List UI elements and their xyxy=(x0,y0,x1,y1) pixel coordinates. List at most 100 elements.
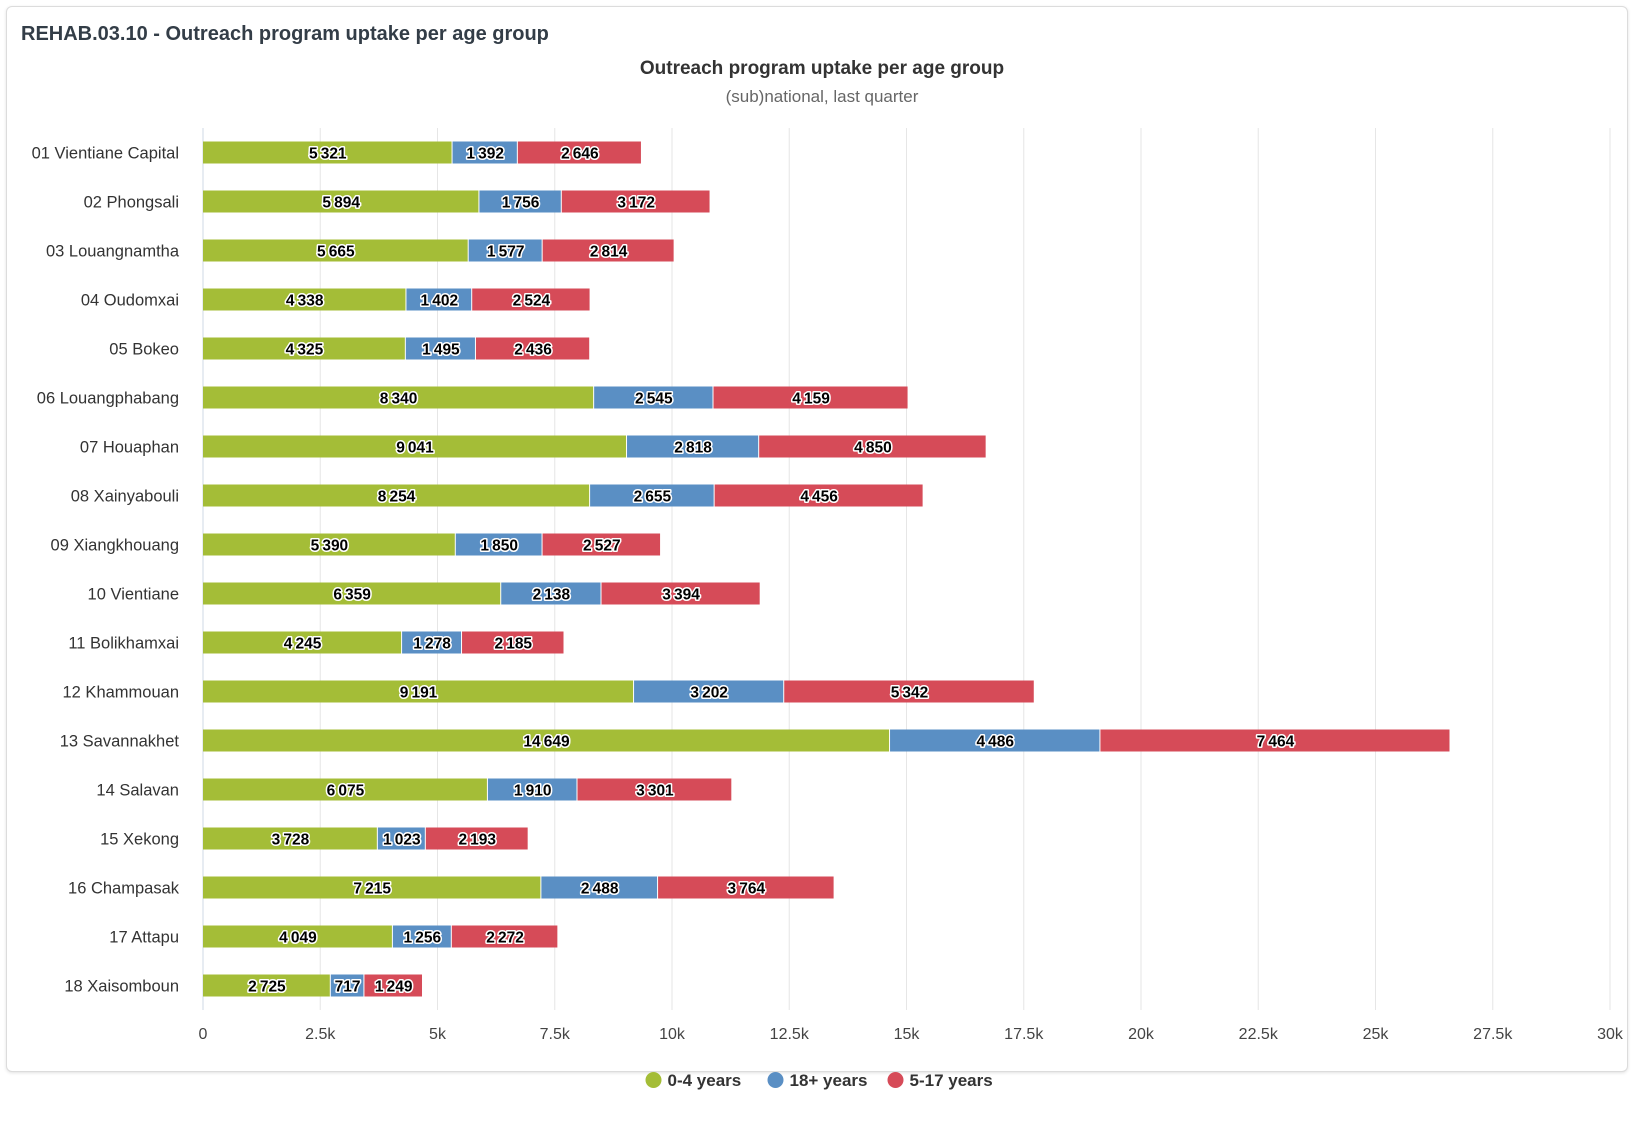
data-label: 3 301 xyxy=(636,783,674,800)
data-labels: 5 321 1 392 2 646 5 894 1 756 3 172 5 665 1 577… xyxy=(247,144,1297,997)
category-label: 17 Attapu xyxy=(109,929,179,947)
bar-segment xyxy=(451,925,558,948)
bar-segment xyxy=(1100,729,1450,752)
bar-segment xyxy=(487,778,577,801)
category-label: 06 Louangphabang xyxy=(37,390,179,408)
data-label: 2 527 xyxy=(583,538,621,555)
legend-marker xyxy=(887,1072,904,1088)
bar-segment xyxy=(203,288,406,311)
bar-segment xyxy=(462,631,564,654)
data-label: 2 185 xyxy=(494,636,532,653)
data-label: 1 249 xyxy=(375,979,413,996)
bar-segment xyxy=(634,680,784,703)
bar-segment xyxy=(658,876,834,899)
bar-segment xyxy=(203,533,455,556)
data-label: 2 524 xyxy=(513,293,551,310)
bar-segment xyxy=(203,827,377,850)
category-labels: 01 Vientiane Capital 02 Phongsali 03 Louan… xyxy=(32,145,180,996)
data-label: 1 023 xyxy=(383,832,421,849)
data-label: 1 402 xyxy=(421,293,459,310)
x-tick-label: 12.5k xyxy=(770,1026,810,1043)
bar-segment xyxy=(203,974,330,997)
bar-segment xyxy=(472,288,590,311)
data-label: 4 325 xyxy=(286,342,324,359)
data-label: 2 488 xyxy=(581,881,619,898)
bar-segment xyxy=(203,190,479,213)
data-label: 1 495 xyxy=(422,342,460,359)
bar-segment xyxy=(203,141,452,164)
data-label: 3 202 xyxy=(690,685,728,702)
bar-segment xyxy=(405,337,475,360)
data-label: 4 245 xyxy=(284,636,322,653)
bar-segment xyxy=(203,435,627,458)
data-label: 5 665 xyxy=(317,244,355,261)
bar-segment xyxy=(203,337,405,360)
bar-segment xyxy=(479,190,561,213)
category-label: 16 Champasak xyxy=(68,880,180,898)
category-label: 11 Bolikhamxai xyxy=(68,635,179,653)
bar-segment xyxy=(203,582,501,605)
data-label: 1 577 xyxy=(487,244,525,261)
x-tick-label: 15k xyxy=(894,1026,921,1043)
chart-subtitle: (sub)national, last quarter xyxy=(726,87,919,106)
bar-segment xyxy=(203,631,402,654)
x-tick-label: 0 xyxy=(199,1026,208,1043)
bar-segment xyxy=(542,533,661,556)
bar-segment xyxy=(542,239,674,262)
chart-title: Outreach program uptake per age group xyxy=(640,58,1004,79)
bar-segment xyxy=(402,631,462,654)
x-tick-label: 10k xyxy=(659,1026,686,1043)
bar-segment xyxy=(713,386,908,409)
category-label: 03 Louangnamtha xyxy=(46,243,180,261)
data-label: 3 764 xyxy=(728,881,766,898)
legend: 0-4 years 18+ years 5-17 years xyxy=(645,1071,993,1090)
x-tick-label: 22.5k xyxy=(1239,1026,1279,1043)
x-tick-label: 5k xyxy=(429,1026,447,1043)
data-label: 5 894 xyxy=(322,195,360,212)
x-axis-ticks: 0 2.5k 5k 7.5k 10k 12.5k 15k 17.5k 20k 22.5k 25k 27… xyxy=(199,1026,1624,1043)
data-label: 2 272 xyxy=(486,930,524,947)
data-label: 2 818 xyxy=(674,440,712,457)
category-label: 02 Phongsali xyxy=(84,194,179,212)
x-tick-label: 30k xyxy=(1597,1026,1624,1043)
data-label: 3 172 xyxy=(617,195,655,212)
bar-segment xyxy=(203,386,594,409)
data-label: 2 545 xyxy=(635,391,673,408)
bar-segment xyxy=(784,680,1034,703)
data-label: 3 394 xyxy=(662,587,700,604)
data-label: 2 814 xyxy=(590,244,628,261)
category-label: 08 Xainyabouli xyxy=(71,488,179,506)
category-label: 18 Xaisomboun xyxy=(64,978,179,996)
bar-segment xyxy=(455,533,542,556)
bar-segment xyxy=(377,827,425,850)
category-label: 10 Vientiane xyxy=(88,586,179,604)
category-label: 14 Salavan xyxy=(96,782,179,800)
data-label: 2 655 xyxy=(634,489,672,506)
x-tick-label: 17.5k xyxy=(1004,1026,1044,1043)
bar-segment xyxy=(452,141,517,164)
legend-label: 5-17 years xyxy=(910,1071,993,1090)
bar-segment xyxy=(475,337,590,360)
legend-marker xyxy=(767,1072,784,1088)
bar-segment xyxy=(203,778,487,801)
bar-segment xyxy=(627,435,759,458)
bar-segment xyxy=(577,778,732,801)
data-label: 3 728 xyxy=(272,832,310,849)
data-label: 2 138 xyxy=(533,587,571,604)
x-tick-label: 27.5k xyxy=(1473,1026,1513,1043)
data-label: 4 338 xyxy=(286,293,324,310)
data-label: 2 193 xyxy=(458,832,496,849)
bar-segment xyxy=(330,974,364,997)
data-label: 8 340 xyxy=(380,391,418,408)
data-label: 4 456 xyxy=(800,489,838,506)
data-label: 4 159 xyxy=(792,391,830,408)
data-label: 4 049 xyxy=(279,930,317,947)
data-label: 1 850 xyxy=(480,538,518,555)
bar-segment xyxy=(759,435,986,458)
bar-segment xyxy=(714,484,923,507)
bar-segment xyxy=(203,729,890,752)
panel-title: REHAB.03.10 - Outreach program uptake pe… xyxy=(21,23,549,45)
category-label: 09 Xiangkhouang xyxy=(51,537,179,555)
data-label: 4 486 xyxy=(976,734,1014,751)
bar-segment xyxy=(890,729,1100,752)
